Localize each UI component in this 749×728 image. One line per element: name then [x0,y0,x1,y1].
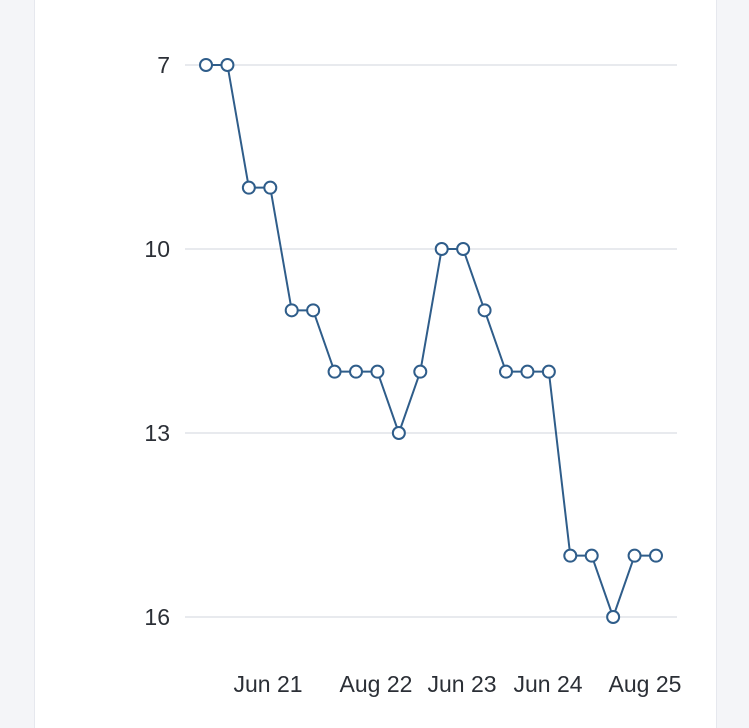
data-point [477,303,492,318]
data-point [627,548,642,563]
x-axis-tick-labels: Jun 21 Aug 22 Jun 23 Jun 24 Aug 25 [233,671,681,697]
data-point [327,364,342,379]
data-point [284,303,299,318]
x-tick-label: Aug 22 [340,671,413,697]
y-tick-label: 13 [144,420,170,446]
data-point [541,364,556,379]
data-point [563,548,578,563]
x-tick-label: Jun 24 [513,671,582,697]
data-points [199,58,663,624]
data-point [499,364,513,379]
y-tick-label: 10 [144,236,170,262]
y-tick-label: 7 [157,52,170,78]
data-point [391,426,406,440]
data-point [520,364,535,379]
data-point [370,364,385,379]
data-point [263,180,278,195]
x-tick-label: Jun 21 [233,671,302,697]
data-point [584,548,599,563]
series-line [206,64,656,618]
data-point [199,58,213,72]
data-point [349,364,363,379]
data-point [413,364,428,379]
x-tick-label: Jun 23 [427,671,496,697]
data-point [241,180,256,195]
grid-lines [185,64,677,618]
y-tick-label: 16 [144,604,170,630]
data-point [434,242,449,256]
data-point [606,610,621,624]
data-point [306,303,321,318]
x-tick-label: Aug 25 [609,671,682,697]
data-point [220,58,235,72]
data-point [649,548,663,563]
y-axis-tick-labels: 7 10 13 16 [144,52,170,630]
chart-card [34,0,717,728]
data-point [456,242,471,256]
